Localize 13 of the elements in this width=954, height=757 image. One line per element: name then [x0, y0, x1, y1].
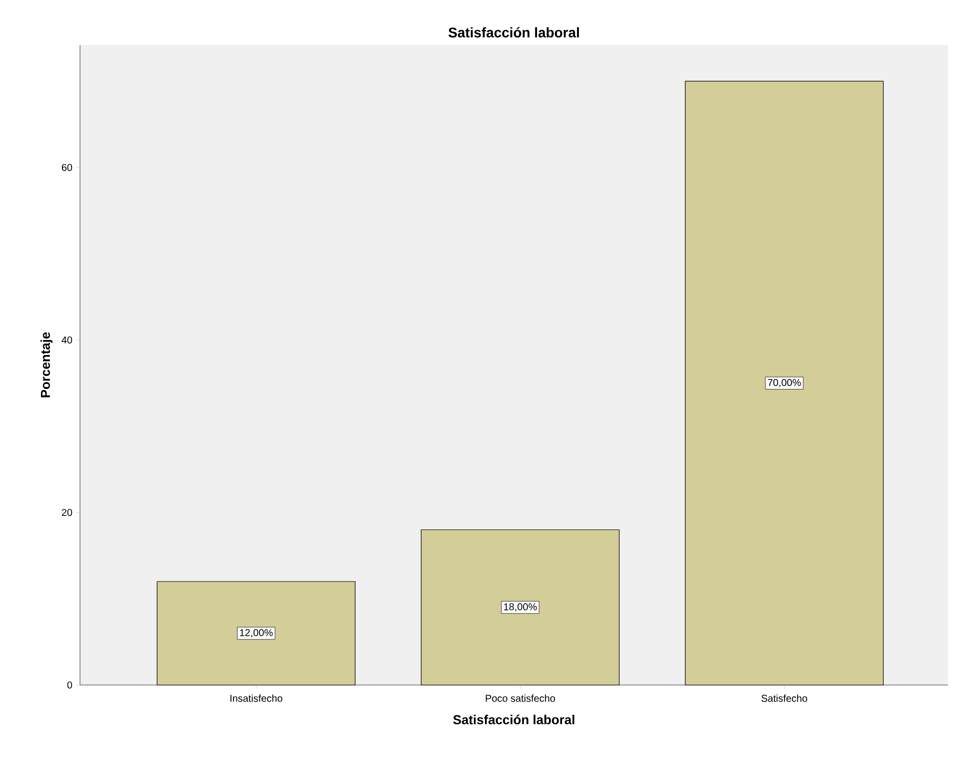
- chart-title: Satisfacción laboral: [448, 27, 579, 38]
- y-tick-label: 0: [67, 681, 72, 689]
- data-label: 70,00%: [768, 378, 801, 388]
- x-tick-label: Poco satisfecho: [486, 694, 555, 702]
- x-axis-title: Satisfacción laboral: [453, 714, 574, 724]
- data-label: 12,00%: [240, 629, 273, 638]
- y-tick-label: 60: [62, 164, 72, 171]
- y-tick-label: 20: [62, 508, 72, 516]
- data-label: 18,00%: [504, 603, 537, 612]
- y-axis-title: Porcentaje: [40, 332, 53, 398]
- x-tick-label: Insatisfecho: [230, 694, 282, 702]
- y-tick-label: 40: [62, 336, 72, 344]
- x-tick-label: Satisfecho: [761, 694, 808, 702]
